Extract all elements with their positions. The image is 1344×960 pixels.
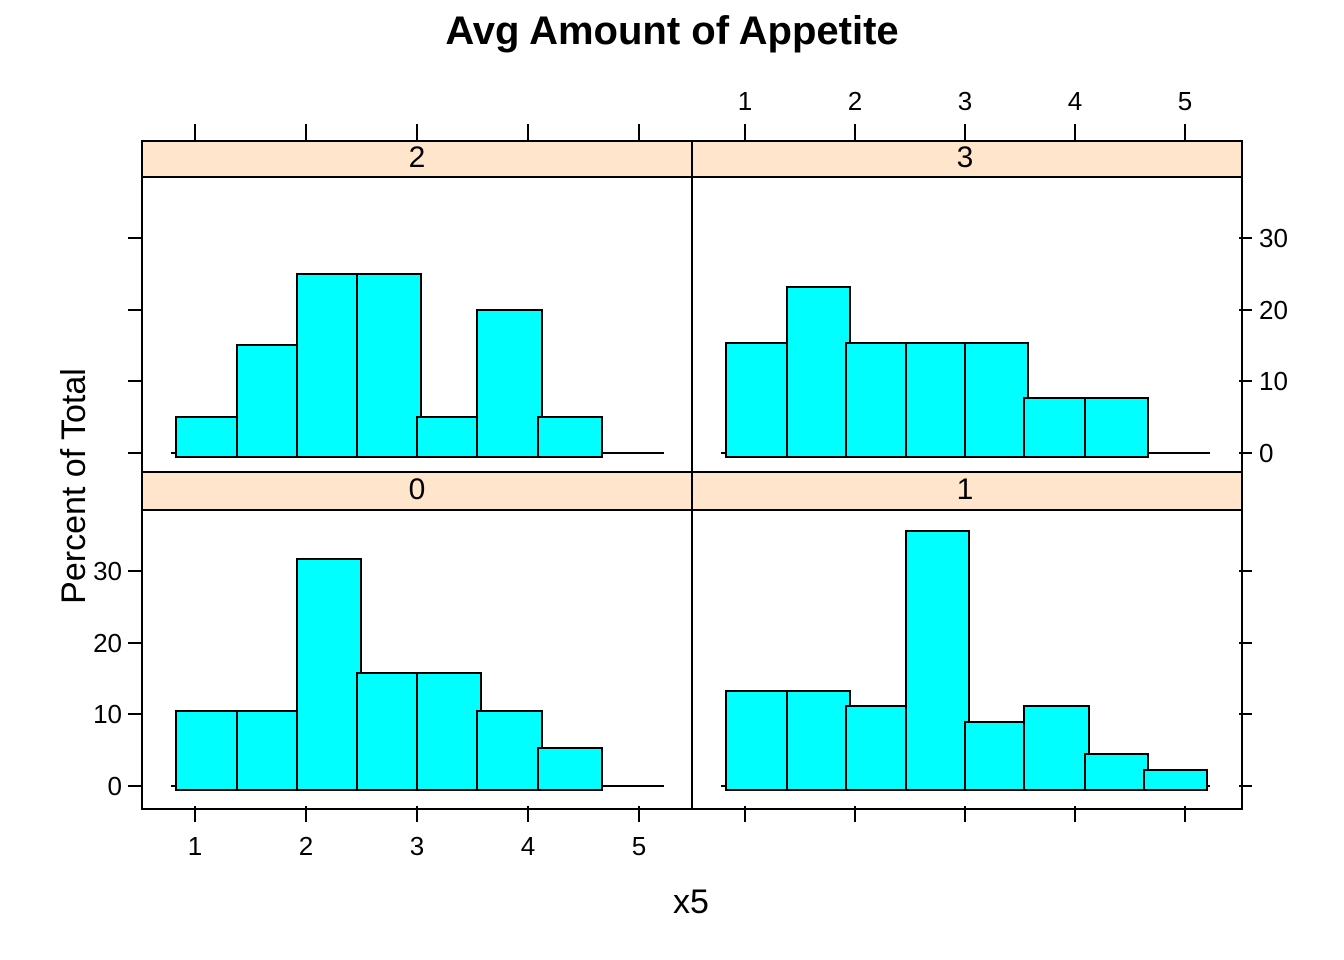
x-tick-label: 1 xyxy=(737,86,753,116)
x-axis-tick xyxy=(1184,124,1186,140)
y-tick-label: 10 xyxy=(93,699,122,729)
histogram-bar xyxy=(476,309,543,458)
x-tick-label: 1 xyxy=(187,831,203,861)
y-axis-tick xyxy=(128,785,141,787)
y-axis-tick xyxy=(128,380,141,382)
x-axis-tick xyxy=(305,124,307,140)
x-axis-tick xyxy=(744,124,746,140)
histogram-bar xyxy=(416,416,482,458)
y-axis-tick xyxy=(1239,785,1252,787)
histogram-bar xyxy=(1023,397,1090,458)
x-tick-label: 2 xyxy=(298,831,314,861)
histogram-bar xyxy=(537,416,603,458)
histogram-bar xyxy=(964,342,1029,458)
histogram-bar xyxy=(175,710,242,791)
histogram-bar xyxy=(1143,769,1208,791)
y-axis-tick xyxy=(128,452,141,454)
x-axis-tick xyxy=(194,806,196,822)
x-axis-tick xyxy=(854,806,856,822)
y-axis-tick xyxy=(1239,309,1252,311)
y-tick-label: 20 xyxy=(93,628,122,658)
histogram-bar xyxy=(1084,397,1149,458)
histogram-bar xyxy=(416,672,482,791)
histogram-bar xyxy=(476,710,543,791)
histogram-bar xyxy=(356,672,422,791)
histogram-bar xyxy=(296,558,362,791)
x-axis-tick xyxy=(964,124,966,140)
x-axis-tick xyxy=(416,124,418,140)
x-axis-tick xyxy=(638,124,640,140)
x-tick-label: 3 xyxy=(957,86,973,116)
histogram-bar xyxy=(356,273,422,458)
y-axis-tick xyxy=(128,642,141,644)
histogram-bar xyxy=(236,710,302,791)
y-axis-tick xyxy=(128,570,141,572)
x-axis-tick xyxy=(305,806,307,822)
y-tick-label: 20 xyxy=(1259,295,1288,325)
y-axis-tick xyxy=(1239,570,1252,572)
x-axis-title: x5 xyxy=(673,883,709,921)
histogram-bar xyxy=(964,721,1029,791)
x-tick-label: 5 xyxy=(631,831,647,861)
y-tick-label: 30 xyxy=(93,556,122,586)
y-tick-label: 30 xyxy=(1259,223,1288,253)
histogram-bar xyxy=(1084,753,1149,791)
y-axis-tick xyxy=(1239,380,1252,382)
chart-title: Avg Amount of Appetite xyxy=(445,9,899,53)
y-tick-label: 0 xyxy=(107,771,122,801)
histogram-bar xyxy=(786,286,851,458)
histogram-bar xyxy=(296,273,362,458)
y-axis-tick xyxy=(1239,237,1252,239)
histogram-bar xyxy=(725,342,792,458)
strip-label: 0 xyxy=(408,473,426,506)
histogram-bar xyxy=(1023,705,1090,791)
y-axis-tick xyxy=(1239,713,1252,715)
x-axis-tick xyxy=(964,806,966,822)
strip-label: 1 xyxy=(956,473,974,506)
panel-strip xyxy=(141,471,697,515)
y-axis-title: Percent of Total xyxy=(55,368,93,604)
x-axis-tick xyxy=(854,124,856,140)
histogram-bar xyxy=(786,690,851,791)
x-tick-label: 3 xyxy=(409,831,425,861)
y-tick-label: 0 xyxy=(1259,438,1274,468)
x-axis-tick xyxy=(527,124,529,140)
x-axis-tick xyxy=(744,806,746,822)
y-axis-tick xyxy=(128,237,141,239)
x-axis-tick xyxy=(1184,806,1186,822)
histogram-bar xyxy=(537,747,603,791)
histogram-bar xyxy=(905,530,970,791)
x-axis-tick xyxy=(638,806,640,822)
y-axis-tick xyxy=(1239,642,1252,644)
histogram-bar xyxy=(845,342,910,458)
x-tick-label: 2 xyxy=(847,86,863,116)
histogram-bar xyxy=(236,344,302,458)
x-tick-label: 4 xyxy=(1067,86,1083,116)
strip-label: 2 xyxy=(408,141,426,174)
strip-label: 3 xyxy=(956,141,974,174)
histogram-bar xyxy=(905,342,970,458)
y-tick-label: 10 xyxy=(1259,366,1288,396)
x-axis-tick xyxy=(527,806,529,822)
x-axis-tick xyxy=(1074,806,1076,822)
histogram-bar xyxy=(175,416,242,458)
histogram-bar xyxy=(845,705,910,791)
y-axis-tick xyxy=(128,309,141,311)
x-axis-tick xyxy=(416,806,418,822)
y-axis-tick xyxy=(128,713,141,715)
y-axis-tick xyxy=(1239,452,1252,454)
x-axis-tick xyxy=(1074,124,1076,140)
x-tick-label: 5 xyxy=(1177,86,1193,116)
x-tick-label: 4 xyxy=(520,831,536,861)
histogram-bar xyxy=(725,690,792,791)
x-axis-tick xyxy=(194,124,196,140)
